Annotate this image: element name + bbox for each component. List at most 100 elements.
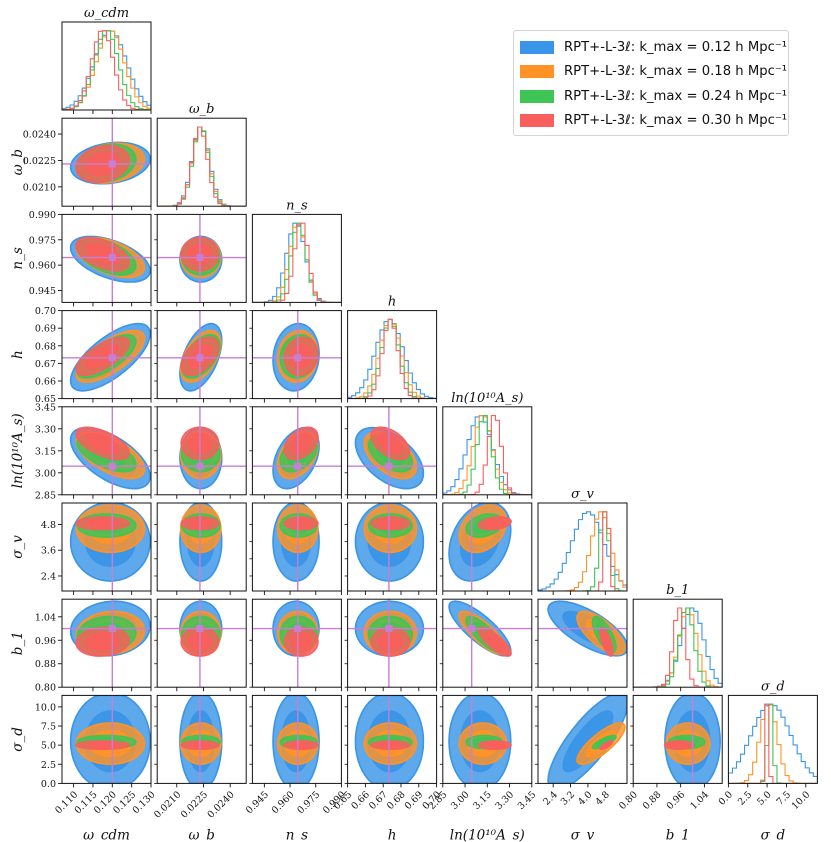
x-tick-label: 3.15 [471, 789, 494, 812]
y-axis-label-ln10As: ln(10¹⁰A_s) [10, 413, 26, 488]
y-tick-label: 0.65 [35, 394, 56, 405]
truth-marker [196, 254, 204, 262]
panel-frame [61, 117, 152, 207]
panel-b1-h [344, 598, 438, 692]
panel-title-sigma_v: σ_v [571, 487, 594, 502]
panel-title-ln10As: ln(10¹⁰A_s) [451, 391, 523, 406]
y-tick-label: 0.975 [29, 235, 56, 246]
y-axis-label-b1: b_1 [10, 631, 26, 655]
x-tick-label: 3.00 [449, 789, 472, 812]
histogram-h-series-0 [347, 318, 437, 399]
truth-marker [108, 254, 116, 262]
legend-entry: RPT+-L-3ℓ: k_max = 0.12 h Mpc⁻¹ [520, 35, 787, 60]
histogram-h-series-3 [347, 318, 437, 399]
panel-ln10As-ln10As [442, 406, 533, 499]
y-tick-label: 3.30 [35, 424, 56, 435]
contour-sigma_d-sigma_v-series-3-level-2 [601, 741, 612, 749]
panel-sigma_v-ln10As [439, 502, 533, 595]
truth-marker [294, 354, 302, 362]
y-tick-label: 1.04 [35, 612, 56, 623]
panel-frame [156, 502, 247, 592]
contour-sigma_d-n_s-series-3-level-2 [290, 741, 313, 749]
legend-label-kmax-024: RPT+-L-3ℓ: k_max = 0.24 h Mpc⁻¹ [564, 88, 788, 104]
x-tick-label: 2.5 [736, 789, 754, 807]
y-axis-label-sigma_d: σ_d [10, 727, 26, 752]
panel-frame [537, 598, 628, 688]
truth-marker [108, 354, 116, 362]
y-tick-label: 0.66 [35, 377, 56, 388]
histogram-omega_cdm-series-3 [62, 30, 151, 110]
histogram-sigma_v-series-2 [538, 511, 627, 591]
panel-sigma_d-sigma_d [727, 694, 818, 788]
contour-b1-sigma_v-series-3-level-2 [601, 632, 612, 652]
y-axis-label-n_s: n_s [10, 247, 26, 269]
contour-sigma_v-omega_cdm-series-3-level-2 [85, 518, 120, 529]
y-tick-label: 0.0240 [23, 130, 56, 141]
panel-frame [347, 310, 438, 400]
panel-frame [632, 598, 723, 688]
x-tick-label: 0.65 [332, 789, 355, 812]
x-tick-label: 3.45 [516, 789, 539, 812]
histogram-omega_b-series-3 [157, 126, 247, 207]
panel-frame [61, 694, 152, 784]
panel-b1-sigma_v [535, 598, 628, 692]
legend-swatch-kmax-012 [520, 40, 554, 54]
panel-h-h [347, 310, 438, 403]
panel-frame [347, 502, 438, 592]
truth-marker [385, 625, 393, 633]
contour-sigma_v-ln10As-series-3-level-2 [483, 518, 506, 529]
panel-frame [537, 502, 628, 592]
legend-entry: RPT+-L-3ℓ: k_max = 0.30 h Mpc⁻¹ [520, 109, 787, 134]
contour-b1-h-series-3-level-2 [377, 632, 403, 652]
panel-b1-ln10As [439, 598, 533, 692]
x-axis-label-sigma_d: σ_d [761, 827, 786, 842]
y-tick-label: 0.69 [35, 324, 56, 335]
panel-sigma_v-h [344, 502, 438, 595]
panel-sigma_d-n_s [249, 694, 342, 788]
x-axis-label-n_s: n_s [286, 827, 308, 842]
y-tick-label: 3.00 [35, 468, 56, 479]
panel-ln10As-omega_b [154, 406, 247, 499]
panel-frame [251, 310, 342, 400]
panel-n_s-omega_b [154, 213, 247, 307]
y-tick-label: 2.85 [35, 490, 56, 501]
contour-sigma_d-ln10As-series-3-level-2 [483, 741, 506, 749]
chart-legend: RPT+-L-3ℓ: k_max = 0.12 h Mpc⁻¹ RPT+-L-3… [513, 30, 789, 136]
panel-frame [61, 213, 152, 303]
panel-ln10As-h [344, 406, 438, 499]
panel-title-omega_cdm: ω_cdm [84, 6, 129, 21]
x-tick-label: 3.30 [493, 789, 516, 812]
x-tick-label: 0.0225 [179, 789, 210, 820]
legend-swatch-kmax-030 [520, 114, 554, 128]
x-axis-label-omega_cdm: ω_cdm [83, 827, 130, 842]
truth-marker [196, 462, 204, 470]
contour-sigma_d-omega_cdm-series-3-level-2 [85, 741, 120, 749]
panel-h-omega_cdm [58, 310, 152, 403]
y-tick-label: 10.0 [35, 702, 56, 713]
x-tick-label: 0.975 [295, 789, 322, 816]
histogram-omega_b-series-1 [157, 126, 247, 207]
y-tick-label: 0.68 [35, 341, 56, 352]
x-tick-label: 0.67 [367, 789, 390, 812]
truth-marker [108, 160, 116, 168]
histogram-sigma_d-series-2 [728, 703, 818, 784]
truth-marker [294, 462, 302, 470]
panel-frame [632, 694, 723, 784]
x-tick-label: 1.04 [688, 789, 711, 812]
panel-title-omega_b: ω_b [189, 102, 214, 117]
panel-h-n_s [249, 310, 342, 403]
y-tick-label: 3.6 [41, 546, 56, 557]
y-tick-label: 4.8 [41, 520, 56, 531]
truth-marker [196, 625, 204, 633]
histogram-omega_b-series-0 [157, 126, 247, 207]
panel-sigma_d-sigma_v [535, 694, 628, 788]
panel-frame [727, 694, 818, 784]
panel-frame [156, 310, 247, 400]
y-tick-label: 0.945 [29, 286, 56, 297]
histogram-sigma_v-series-1 [538, 511, 627, 591]
histogram-h-series-1 [347, 318, 437, 399]
panel-frame [347, 598, 438, 688]
y-tick-label: 7.5 [41, 722, 56, 733]
panel-frame [61, 310, 152, 400]
y-axis-label-omega_b: ω_b [10, 149, 26, 175]
